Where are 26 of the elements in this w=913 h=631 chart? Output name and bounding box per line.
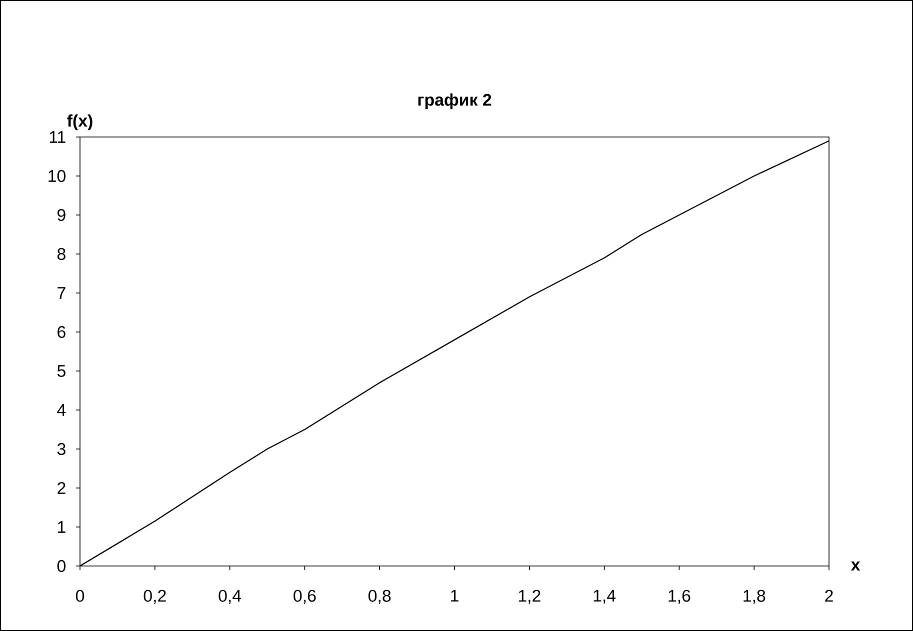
x-tick-label: 1,4 (594, 590, 616, 604)
x-tick-label: 1 (451, 590, 458, 602)
y-tick-label: 5 (57, 365, 66, 377)
y-tick-label: 9 (58, 209, 66, 221)
chart-title: график 2 (418, 93, 492, 110)
x-axis-title: x (850, 562, 860, 570)
x-tick-label: 0,4 (218, 590, 242, 604)
x-tick-label: 0,2 (144, 590, 166, 604)
x-tick-label: 1,8 (744, 590, 766, 604)
x-tick-label: 0,6 (294, 590, 316, 604)
y-tick-label: 7 (58, 287, 66, 299)
y-tick-label: 3 (57, 443, 66, 455)
x-tick-label: 2 (825, 590, 833, 602)
y-tick-label: 1 (58, 521, 66, 533)
y-tick-label: 0 (57, 560, 66, 572)
x-tick-label: 1,6 (668, 590, 690, 604)
x-tick-label: 1,2 (518, 590, 540, 604)
y-tick-label: 11 (50, 131, 66, 143)
y-tick-label: 4 (57, 404, 66, 416)
y-tick-label: 6 (58, 326, 66, 338)
x-tick-label: 0 (76, 590, 84, 602)
y-tick-label: 8 (57, 248, 66, 260)
y-tick-label: 2 (58, 482, 66, 494)
y-axis-title: f(x) (67, 114, 92, 130)
y-tick-label: 10 (48, 170, 66, 182)
x-tick-label: 0,8 (368, 590, 391, 604)
